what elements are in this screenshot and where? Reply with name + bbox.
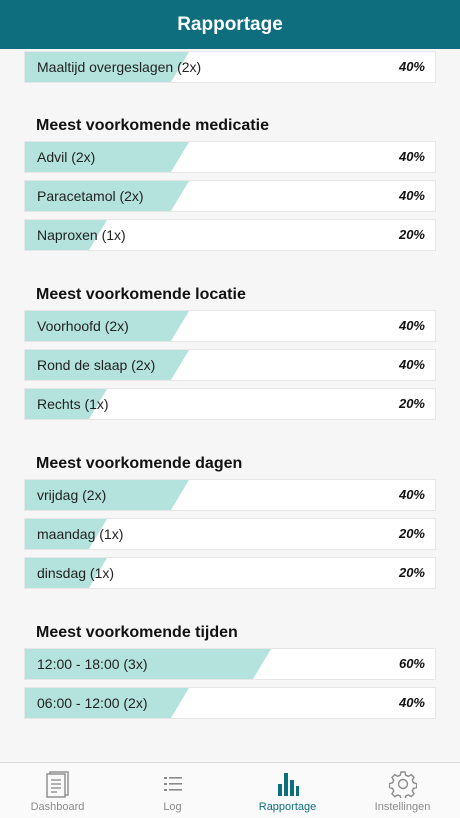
report-row: dinsdag (1x) 20% (24, 557, 436, 589)
row-label: Maaltijd overgeslagen (2x) (37, 59, 202, 75)
report-content[interactable]: Maaltijd overgeslagen (2x) 40% Meest voo… (0, 49, 460, 762)
row-percentage: 20% (398, 396, 425, 411)
percentage-bar (25, 350, 189, 380)
report-row: vrijdag (2x) 40% (24, 479, 436, 511)
percentage-bar (25, 311, 189, 341)
report-row: Rond de slaap (2x) 40% (24, 349, 436, 381)
report-row: Advil (2x) 40% (24, 141, 436, 173)
percentage-bar (25, 480, 189, 510)
row-percentage: 40% (398, 357, 425, 372)
report-row: maandag (1x) 20% (24, 518, 436, 550)
row-label: vrijdag (2x) (37, 487, 107, 503)
row-percentage: 40% (398, 188, 425, 203)
row-label: Naproxen (1x) (37, 227, 126, 243)
row-percentage: 60% (398, 656, 425, 671)
report-row: 12:00 - 18:00 (3x) 60% (24, 648, 436, 680)
tab-label: Dashboard (30, 801, 85, 813)
section-title-medicatie: Meest voorkomende medicatie (36, 117, 269, 134)
row-percentage: 40% (398, 487, 425, 502)
tab-label: Rapportage (258, 801, 317, 813)
row-label: Paracetamol (2x) (37, 188, 144, 204)
bar-chart-icon (277, 773, 299, 796)
row-label: Advil (2x) (37, 149, 96, 165)
section-title-tijden: Meest voorkomende tijden (36, 624, 238, 641)
row-label: Rechts (1x) (37, 396, 109, 412)
row-label: maandag (1x) (37, 526, 124, 542)
app-header: Rapportage (0, 0, 460, 49)
percentage-bar (25, 688, 189, 718)
percentage-bar (25, 52, 189, 82)
row-percentage: 40% (398, 695, 425, 710)
dashboard-icon (45, 771, 69, 798)
report-row: Naproxen (1x) 20% (24, 219, 436, 251)
percentage-bar (25, 181, 189, 211)
tab-instellingen[interactable]: Instellingen (345, 763, 460, 818)
report-row: 06:00 - 12:00 (2x) 40% (24, 687, 436, 719)
row-label: 06:00 - 12:00 (2x) (37, 695, 148, 711)
bottom-tab-bar: Dashboard Log Rapportage (0, 762, 460, 818)
tab-label: Instellingen (374, 801, 431, 813)
row-percentage: 40% (398, 149, 425, 164)
row-label: Rond de slaap (2x) (37, 357, 156, 373)
tab-log[interactable]: Log (115, 763, 230, 818)
row-percentage: 20% (398, 227, 425, 242)
row-label: 12:00 - 18:00 (3x) (37, 656, 148, 672)
tab-dashboard[interactable]: Dashboard (0, 763, 115, 818)
page-title: Rapportage (177, 13, 283, 35)
row-label: dinsdag (1x) (37, 565, 115, 581)
tab-label: Log (163, 801, 182, 813)
report-row: Rechts (1x) 20% (24, 388, 436, 420)
section-title-locatie: Meest voorkomende locatie (36, 286, 246, 303)
row-percentage: 20% (398, 526, 425, 541)
report-row: Voorhoofd (2x) 40% (24, 310, 436, 342)
report-row: Maaltijd overgeslagen (2x) 40% (24, 51, 436, 83)
percentage-bar (25, 142, 189, 172)
row-percentage: 40% (398, 59, 425, 74)
tab-rapportage[interactable]: Rapportage (230, 763, 345, 818)
row-label: Voorhoofd (2x) (37, 318, 129, 334)
percentage-bar (25, 649, 271, 679)
list-icon (163, 777, 182, 791)
row-percentage: 20% (398, 565, 425, 580)
section-title-dagen: Meest voorkomende dagen (36, 455, 243, 472)
gear-icon (388, 771, 417, 798)
row-percentage: 40% (398, 318, 425, 333)
report-row: Paracetamol (2x) 40% (24, 180, 436, 212)
